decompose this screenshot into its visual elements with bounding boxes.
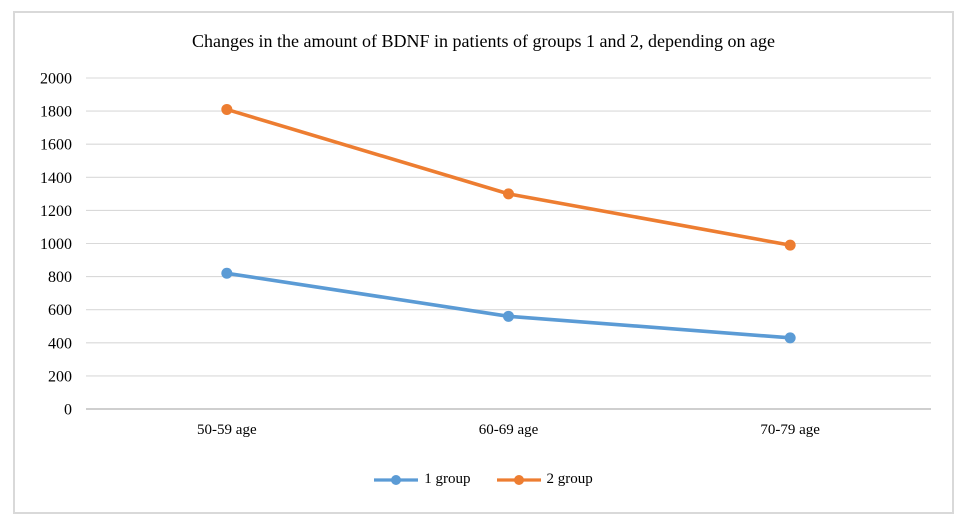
y-tick-label: 200 [48, 368, 72, 385]
x-category-label: 50-59 age [197, 422, 257, 438]
chart-legend: 1 group 2 group [15, 471, 952, 488]
y-tick-label: 1000 [40, 236, 72, 253]
chart-frame: Changes in the amount of BDNF in patient… [13, 11, 954, 514]
y-tick-label: 600 [48, 302, 72, 319]
y-tick-label: 1600 [40, 137, 72, 154]
y-tick-label: 2000 [40, 71, 72, 88]
legend-marker-icon [496, 474, 541, 485]
legend-label: 1 group [424, 471, 471, 487]
legend-label: 2 group [546, 471, 593, 487]
series-line-1-group [225, 271, 792, 340]
y-tick-label: 800 [48, 269, 72, 286]
legend-item-1-group: 1 group [374, 471, 471, 488]
data-point-marker [221, 103, 233, 115]
legend-marker-icon [374, 474, 419, 485]
line-chart-plot: 0 200 400 600 800 1000 1200 1400 1600 1800 2000 50-… [40, 71, 931, 438]
y-tick-label: 1800 [40, 104, 72, 121]
legend-item-2-group: 2 group [496, 471, 593, 488]
data-point-marker [221, 267, 233, 279]
data-point-marker [503, 188, 514, 200]
chart-title: Changes in the amount of BDNF in patient… [192, 31, 775, 51]
data-point-marker [503, 310, 514, 322]
data-point-marker [784, 332, 796, 344]
y-tick-label: 400 [48, 335, 72, 352]
y-tick-label: 0 [64, 402, 72, 419]
x-category-label: 70-79 age [760, 422, 820, 438]
y-tick-label: 1400 [40, 170, 72, 187]
data-point-marker [784, 239, 796, 251]
y-tick-label: 1200 [40, 203, 72, 220]
x-category-label: 60-69 age [479, 422, 539, 438]
